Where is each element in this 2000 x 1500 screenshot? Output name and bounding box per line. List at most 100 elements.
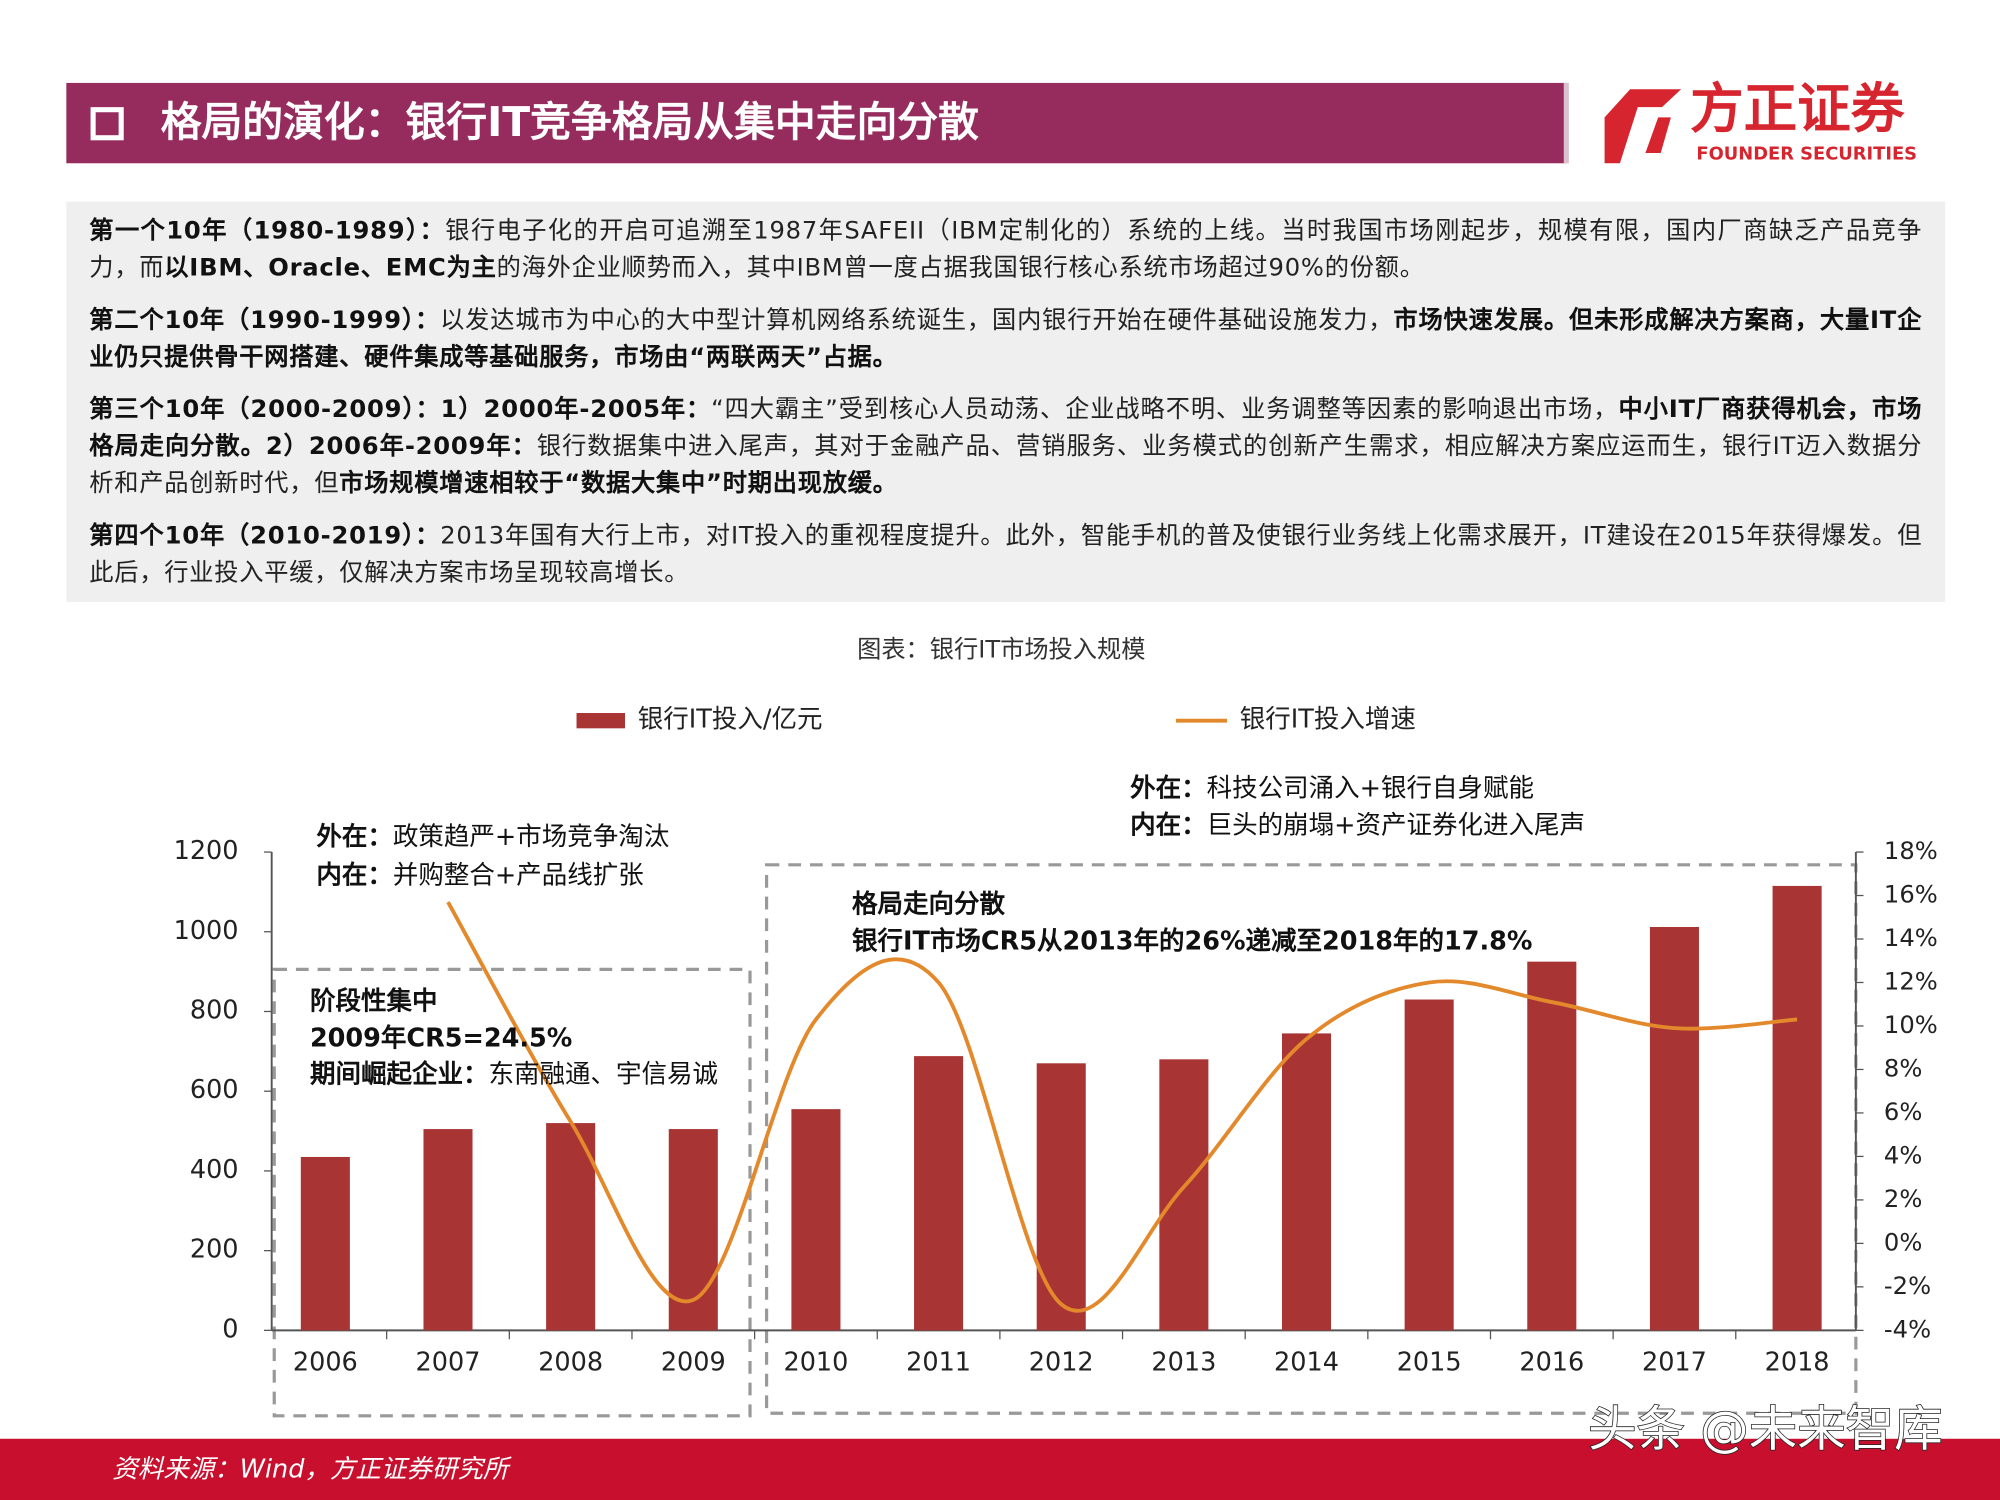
annotation-part: 格局走向分散 — [852, 890, 1006, 920]
text-run: 银行数据集中进入尾声，其对于金融产品、营销服务、业务模式的创新产生需求，相应解决… — [89, 432, 1923, 498]
annotation-part: 银行IT市场CR5从2013年的26%递减至2018年的17.8% — [852, 927, 1532, 957]
bar — [1772, 885, 1822, 1331]
header-bar — [66, 82, 1567, 164]
bar — [668, 1129, 718, 1331]
paragraph: 第四个10年（2010-2019）：2013年国有大行上市，对IT投入的重视程度… — [89, 518, 1922, 592]
y2-tick-label: 14% — [1884, 924, 1938, 952]
logo-name: 方正证券 — [1690, 77, 1905, 140]
annotation-part: 外在： — [316, 822, 393, 852]
x-tick-label: 2013 — [1151, 1348, 1216, 1378]
y-tick-label: 0 — [222, 1314, 238, 1344]
bar — [1281, 1033, 1332, 1331]
x-tick-label: 2015 — [1397, 1348, 1462, 1378]
text-run: 中小IT厂商获得机会，市场格局走向分散。2）2006年-2009年： — [89, 395, 1923, 461]
annotation: 内在：巨头的崩塌+资产证券化进入尾声 — [1130, 811, 1585, 841]
bar — [791, 1109, 841, 1331]
x-tick-label: 2006 — [293, 1348, 358, 1378]
legend-swatch — [576, 713, 625, 729]
text-run: 第三个10年（2000-2009）：1）2000年-2005年： — [89, 395, 712, 424]
bar — [546, 1123, 596, 1331]
x-tick-label: 2011 — [906, 1348, 971, 1378]
y2-tick-label: 6% — [1884, 1098, 1922, 1126]
annotation-part: 巨头的崩塌+资产证券化进入尾声 — [1207, 811, 1585, 841]
logo-mark — [1604, 89, 1682, 164]
annotation-part: 阶段性集中 — [310, 987, 438, 1017]
annotation-part: 政策趋严+市场竞争淘汰 — [393, 822, 669, 852]
watermark: 头条 @未来智库 — [1588, 1401, 1943, 1457]
annotation-box — [272, 967, 752, 1418]
y2-tick-label: 4% — [1884, 1141, 1922, 1169]
bar — [1404, 999, 1454, 1331]
y-tick-label: 1200 — [174, 836, 239, 866]
text-run: 市场快速发展。但未形成解决方案商，大量IT企业仍只提供骨干网搭建、硬件集成等基础… — [89, 306, 1923, 372]
x-tick-label: 2014 — [1274, 1348, 1339, 1378]
annotation: 外在：科技公司涌入+银行自身赋能 — [1130, 774, 1534, 804]
annotation-part: 科技公司涌入+银行自身赋能 — [1207, 774, 1534, 804]
y-tick-label: 400 — [190, 1155, 239, 1185]
y-tick-label: 800 — [190, 995, 239, 1025]
chart-title: 图表：银行IT市场投入规模 — [857, 636, 1145, 664]
x-tick-label: 2016 — [1519, 1348, 1584, 1378]
bar — [300, 1156, 350, 1331]
text-run: 的海外企业顺势而入，其中IBM曾一度占据我国银行核心系统市场超过90%的份额。 — [496, 253, 1425, 282]
annotation: 阶段性集中 — [310, 987, 438, 1017]
annotation: 2009年CR5=24.5% — [310, 1024, 572, 1054]
legend-label: 银行IT投入/亿元 — [638, 705, 823, 735]
text-run: 市场规模增速相较于“数据大集中”时期出现放缓。 — [339, 469, 898, 498]
annotation-part: 外在： — [1130, 774, 1207, 804]
x-tick-label: 2012 — [1029, 1348, 1094, 1378]
bar — [1527, 961, 1577, 1331]
text-run: 银行电子化的开启可追溯至1987年SAFEII（IBM定制化的）系统的上线。当时… — [89, 216, 1923, 282]
annotation: 外在：政策趋严+市场竞争淘汰 — [316, 822, 669, 852]
y2-tick-label: -4% — [1884, 1315, 1931, 1343]
y2-tick-label: 2% — [1884, 1185, 1922, 1213]
bar — [914, 1056, 964, 1331]
annotation-part: 内在： — [316, 860, 393, 890]
x-tick-label: 2009 — [661, 1348, 726, 1378]
x-tick-label: 2010 — [783, 1348, 848, 1378]
x-tick-label: 2007 — [416, 1348, 481, 1378]
y2-tick-label: 16% — [1884, 881, 1938, 909]
bar — [423, 1129, 473, 1331]
annotation-part: 2009年CR5=24.5% — [310, 1024, 572, 1054]
text-run: 第二个10年（1990-1999）： — [89, 306, 441, 335]
logo-english: FOUNDER SECURITIES — [1696, 143, 1917, 164]
y-tick-label: 600 — [190, 1075, 239, 1105]
footer-bar — [0, 1438, 2000, 1500]
bar — [1036, 1063, 1086, 1331]
header-icon — [90, 107, 124, 141]
annotation-part: 并购整合+产品线扩张 — [393, 860, 644, 890]
paragraph: 第二个10年（1990-1999）：以发达城市为中心的大中型计算机网络系统诞生，… — [89, 302, 1922, 376]
text-run: 以IBM、Oracle、EMC为主 — [164, 253, 497, 282]
header-title: 格局的演化：银行IT竞争格局从集中走向分散 — [161, 98, 979, 146]
text-run: 第四个10年（2010-2019）： — [89, 521, 441, 550]
x-tick-label: 2018 — [1765, 1348, 1830, 1378]
paragraph: 第一个10年（1980-1989）：银行电子化的开启可追溯至1987年SAFEI… — [89, 213, 1922, 287]
annotation: 期间崛起企业：东南融通、宇信易诚 — [310, 1059, 718, 1089]
y2-tick-label: 10% — [1884, 1011, 1938, 1039]
y2-tick-label: 12% — [1884, 967, 1938, 995]
bar — [1159, 1059, 1209, 1331]
y-tick-label: 200 — [190, 1235, 239, 1265]
annotation: 银行IT市场CR5从2013年的26%递减至2018年的17.8% — [852, 927, 1532, 957]
annotation: 内在：并购整合+产品线扩张 — [316, 860, 643, 890]
legend-label: 银行IT投入增速 — [1240, 705, 1416, 735]
x-tick-label: 2008 — [538, 1348, 603, 1378]
text-run: 以发达城市为中心的大中型计算机网络系统诞生，国内银行开始在硬件基础设施发力， — [440, 306, 1394, 335]
y-tick-label: 1000 — [174, 916, 239, 946]
annotation-part: 内在： — [1130, 811, 1207, 841]
annotation-part: 期间崛起企业： — [310, 1059, 489, 1089]
bar — [1649, 926, 1699, 1331]
text-run: 第一个10年（1980-1989）： — [89, 216, 446, 245]
source: 资料来源：Wind，方正证券研究所 — [112, 1455, 512, 1485]
annotation-part: 东南融通、宇信易诚 — [488, 1059, 718, 1089]
y2-tick-label: 18% — [1884, 837, 1938, 865]
text-run: “四大霸主”受到核心人员动荡、企业战略不明、业务调整等因素的影响退出市场， — [711, 395, 1619, 424]
text-panel: 第一个10年（1980-1989）：银行电子化的开启可追溯至1987年SAFEI… — [66, 201, 1946, 603]
line — [446, 901, 1798, 1313]
y2-tick-label: -2% — [1884, 1272, 1931, 1300]
annotation: 格局走向分散 — [852, 890, 1006, 920]
